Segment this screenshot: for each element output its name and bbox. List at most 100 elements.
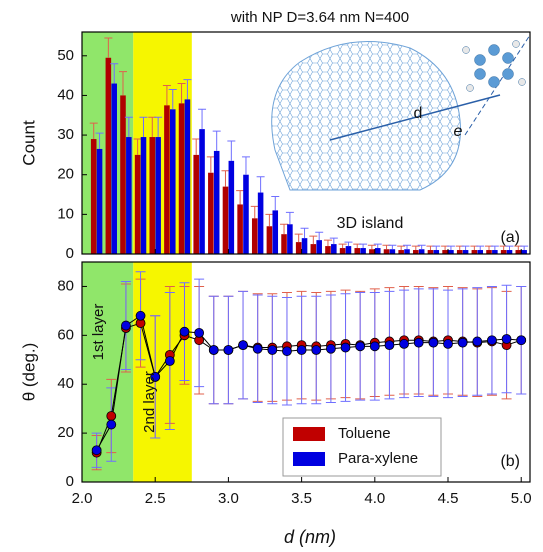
marker [457, 337, 468, 348]
x-tick-label: 4.5 [438, 490, 459, 507]
y-tick-label: 50 [57, 47, 74, 64]
bar [345, 246, 352, 254]
error-bar [490, 245, 499, 251]
error-bar [241, 156, 250, 175]
marker [194, 327, 205, 338]
error-bar [353, 243, 362, 249]
error-bar [309, 235, 318, 245]
bar [404, 249, 410, 254]
error-bar [139, 116, 148, 138]
bar [281, 234, 287, 254]
error-bar [206, 156, 215, 173]
bar [237, 204, 243, 254]
x-tick-label: 2.5 [145, 490, 166, 507]
error-bar [250, 205, 259, 219]
error-bar [124, 116, 133, 138]
bar [140, 137, 147, 254]
y-axis-label: θ (deg.) [19, 343, 38, 402]
bar [471, 250, 478, 254]
atom [466, 84, 474, 92]
y-tick-label: 20 [57, 424, 74, 441]
error-bar [280, 223, 289, 235]
error-bar [118, 71, 127, 96]
plot-frame [81, 261, 531, 483]
marker [355, 341, 366, 352]
bar [169, 109, 176, 254]
bar [126, 137, 132, 254]
legend-swatch [293, 452, 325, 466]
error-bar [323, 239, 332, 247]
bar [331, 244, 337, 254]
bar [486, 250, 492, 254]
error-bar [367, 244, 376, 250]
bar [413, 250, 419, 254]
atom [488, 44, 500, 56]
marker [516, 335, 527, 346]
x-tick-label: 3.0 [218, 490, 239, 507]
marker [325, 343, 336, 354]
marker [135, 310, 146, 321]
error-bar [359, 243, 368, 249]
y-tick-label: 80 [57, 277, 74, 294]
atom [474, 54, 486, 66]
atom [474, 68, 486, 80]
error-bar [265, 213, 274, 227]
marker [150, 371, 161, 382]
atom [488, 76, 500, 88]
y-tick-label: 40 [57, 375, 74, 392]
y-tick-label: 0 [66, 473, 74, 490]
bar [500, 250, 507, 254]
error-bar [110, 63, 119, 84]
error-bar [192, 138, 201, 155]
bar [477, 250, 484, 254]
error-bar [373, 243, 382, 249]
error-bar [344, 241, 353, 247]
marker [487, 335, 497, 346]
bar [448, 250, 454, 254]
error-bar [446, 245, 455, 251]
error-bar [236, 190, 245, 205]
bar [521, 250, 527, 254]
error-bar [476, 245, 485, 251]
marker [164, 356, 175, 366]
marker [369, 341, 380, 352]
legend-swatch [293, 427, 325, 441]
marker [179, 326, 190, 337]
bar [164, 105, 170, 254]
error-bar [329, 237, 338, 245]
marker [282, 346, 292, 357]
error-bar [388, 244, 397, 250]
bar [228, 160, 235, 254]
bar [295, 242, 302, 254]
marker [501, 334, 512, 344]
x-tick-label: 5.0 [511, 490, 532, 507]
error-bar [300, 227, 309, 239]
bar [383, 249, 390, 254]
atom [502, 52, 514, 64]
bar [105, 57, 112, 254]
error-bar [162, 85, 171, 106]
error-bar [403, 244, 412, 250]
distance-line [329, 94, 501, 141]
atom [518, 78, 526, 86]
error-bar [212, 130, 221, 151]
error-bar [89, 122, 98, 140]
marker [384, 340, 395, 351]
y-tick-label: 40 [57, 86, 74, 103]
marker [340, 342, 351, 353]
bar [243, 174, 249, 254]
bar [310, 244, 317, 254]
error-bar [432, 245, 441, 251]
inset [271, 34, 531, 191]
error-bar [227, 140, 236, 161]
error-bar [315, 231, 324, 241]
bar [433, 250, 440, 254]
legend-label: Toluene [338, 425, 391, 442]
bar [90, 139, 97, 254]
bar [427, 250, 434, 254]
error-bar [104, 37, 113, 58]
bar [374, 248, 381, 254]
bar [462, 250, 469, 254]
bar [208, 172, 214, 254]
error-bar [256, 176, 265, 193]
